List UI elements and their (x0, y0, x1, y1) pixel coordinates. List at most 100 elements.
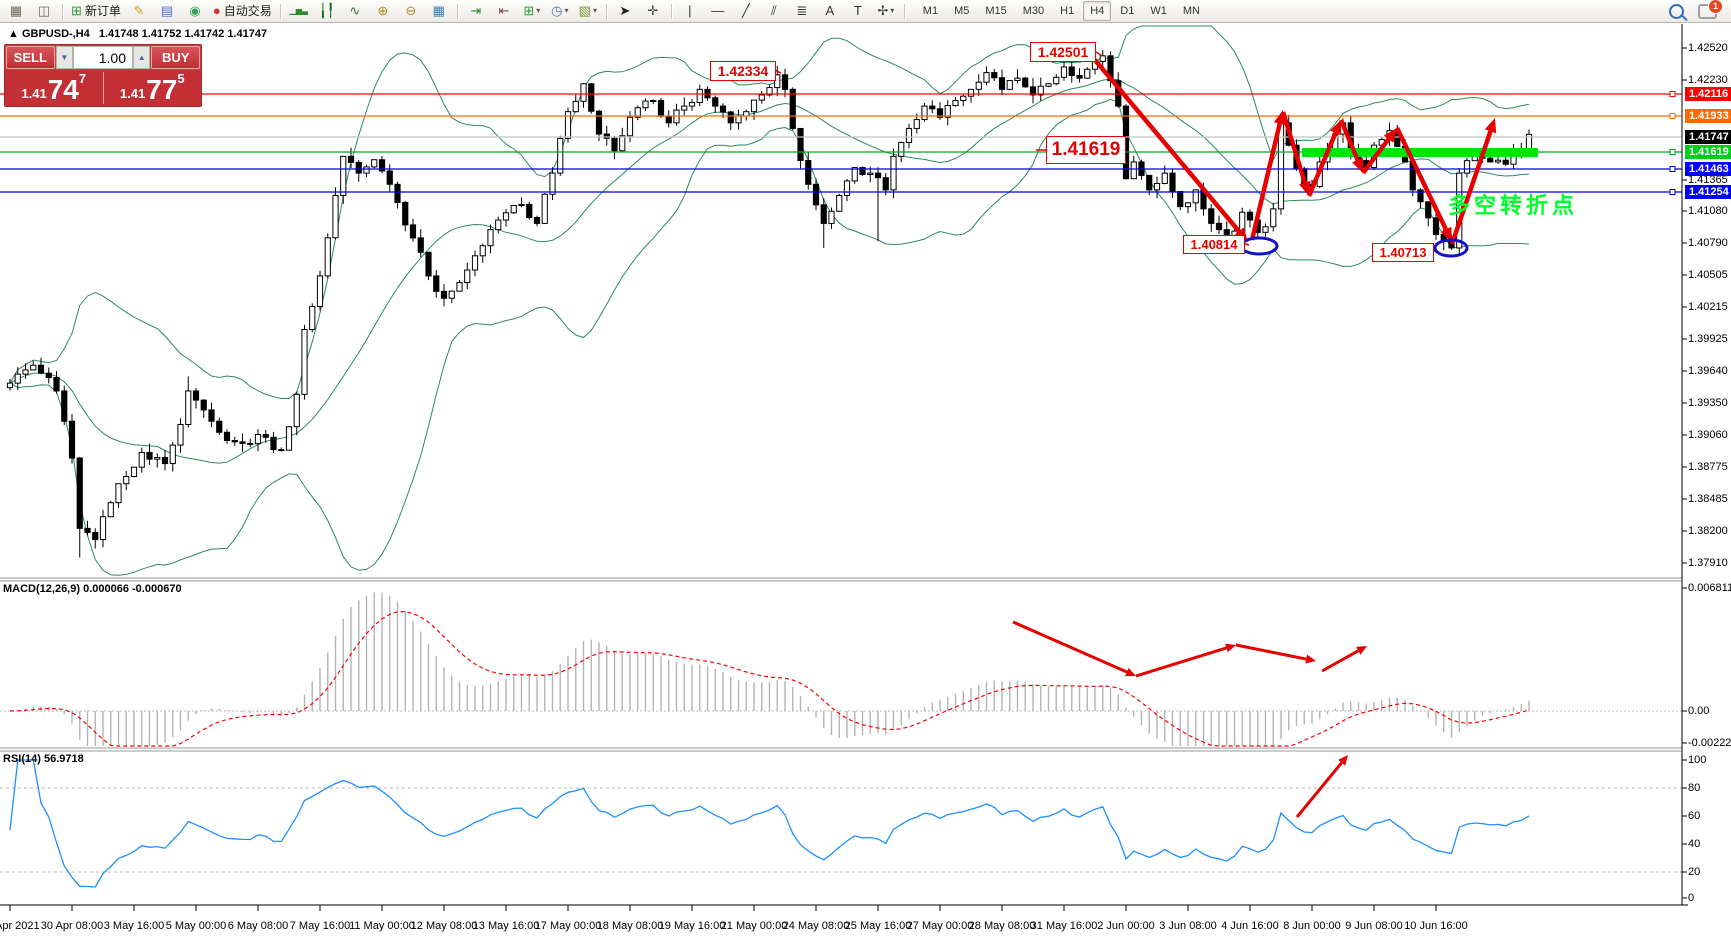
time-axis-label[interactable]: 28 May 08:00 (968, 920, 1036, 932)
timeframe-m30[interactable]: M30 (1022, 5, 1045, 17)
trendline-icon[interactable]: ╱ (733, 0, 759, 22)
timeframe-m15[interactable]: M15 (985, 5, 1007, 17)
time-axis-label[interactable]: 4 Jun 16:00 (1221, 920, 1279, 932)
lot-decrease-button[interactable]: ▼ (55, 46, 73, 69)
notification-badge: 1 (1708, 0, 1723, 14)
timeframe-m5[interactable]: M5 (954, 5, 970, 17)
templates-icon: ▧ (578, 3, 591, 18)
price-axis-label: 1.41365 (1688, 174, 1728, 186)
price-axis-label: 1.39925 (1688, 333, 1728, 345)
candlestick-chart-icon[interactable]: ╽╿ (314, 0, 340, 22)
profiles-icon[interactable]: ◫ (31, 0, 57, 22)
vertical-line-icon[interactable]: | (677, 0, 703, 22)
time-axis-label[interactable]: 6 May 08:00 (227, 920, 289, 932)
time-axis-label[interactable]: 18 May 08:00 (596, 920, 664, 932)
sell-price[interactable]: 1.41 74 7 (21, 71, 87, 105)
timeframe-d1[interactable]: D1 (1120, 5, 1135, 17)
tile-windows-icon[interactable]: ▦ (426, 0, 452, 22)
time-axis-label[interactable]: 5 May 00:00 (165, 920, 227, 932)
bar-chart-icon[interactable]: ▁▅▃ (286, 0, 312, 22)
search-icon[interactable] (1669, 3, 1688, 21)
timeframe-w1[interactable]: W1 (1150, 5, 1167, 17)
lot-size-input[interactable] (73, 46, 133, 69)
time-axis-label[interactable]: 7 May 16:00 (289, 920, 351, 932)
arrows-icon-dropdown[interactable]: ▾ (890, 6, 895, 15)
rsi-indicator-label: RSI(14) 56.9718 (3, 753, 84, 765)
time-axis-label[interactable]: 17 May 00:00 (534, 920, 602, 932)
time-axis-label[interactable]: 30 Apr 08:00 (40, 920, 104, 932)
price-axis-label: 1.40790 (1688, 237, 1728, 249)
zoom-out-icon[interactable]: ⊖ (398, 0, 424, 22)
time-axis-label[interactable]: 8 Jun 00:00 (1283, 920, 1341, 932)
autotrading-icon: ● (212, 3, 221, 18)
price-level-badge: 1.41254 (1685, 185, 1731, 199)
time-axis-label[interactable]: 27 May 00:00 (906, 920, 974, 932)
timeframe-mn[interactable]: MN (1182, 5, 1200, 17)
timeframe-h4[interactable]: H4 (1083, 1, 1112, 21)
equidistant-channel-icon[interactable]: ⫽ (761, 0, 787, 22)
arrows-icon[interactable]: ✢ ▾ (873, 0, 899, 22)
chart-shift-icon[interactable]: ⇤ (491, 0, 517, 22)
crosshair-icon[interactable]: ✛ (640, 0, 666, 22)
indicators-icon[interactable]: ⊞ ▾ (519, 0, 545, 22)
annotation-price-label: 1.40814 (1183, 235, 1245, 254)
periods-icon: ◷ (551, 3, 563, 18)
price-axis-label: 1.39350 (1688, 397, 1728, 409)
templates-icon[interactable]: ▧ ▾ (575, 0, 601, 22)
fibonacci-icon: ≣ (796, 3, 808, 18)
time-axis-label[interactable]: 2 Jun 00:00 (1097, 920, 1155, 932)
templates-icon-dropdown[interactable]: ▾ (592, 6, 597, 15)
crosshair-icon: ✛ (647, 3, 659, 18)
time-axis-label[interactable]: 11 May 00:00 (349, 920, 415, 932)
collapse-arrow-icon[interactable]: ▲ (8, 28, 19, 40)
time-axis-label[interactable]: 21 May 00:00 (720, 920, 788, 932)
annotation-price-label: 1.42334 (710, 61, 776, 81)
horizontal-line-icon[interactable]: — (705, 0, 731, 22)
new-order-icon[interactable]: ⊞ 新订单 (68, 0, 124, 22)
zoom-in-icon: ⊕ (377, 3, 389, 18)
autoscroll-icon[interactable]: ⇥ (463, 0, 489, 22)
text-icon[interactable]: A (817, 0, 843, 22)
notifications-icon[interactable]: 1 (1698, 0, 1723, 19)
chart-symbol-period: GBPUSD-,H4 (21, 28, 90, 40)
buy-price[interactable]: 1.41 77 5 (119, 71, 185, 105)
indicators-icon-dropdown[interactable]: ▾ (536, 6, 541, 15)
time-axis-label[interactable]: 3 Jun 08:00 (1159, 920, 1217, 932)
metaeditor-icon[interactable]: ✎ (126, 0, 152, 22)
line-chart-icon[interactable]: ∿ (342, 0, 368, 22)
metaeditor-icon: ✎ (133, 3, 145, 18)
fibonacci-icon[interactable]: ≣ (789, 0, 815, 22)
time-axis-label[interactable]: 31 May 16:00 (1030, 920, 1098, 932)
periods-icon[interactable]: ◷ ▾ (547, 0, 573, 22)
time-axis-label[interactable]: 13 May 16:00 (472, 920, 540, 932)
strategy-tester-icon[interactable]: ◉ (182, 0, 208, 22)
new-chart-icon[interactable]: ▦ (3, 0, 29, 22)
history-center-icon[interactable]: ▤ (154, 0, 180, 22)
time-axis-label[interactable]: 10 Jun 16:00 (1404, 920, 1468, 932)
cursor-icon[interactable]: ➤ (612, 0, 638, 22)
time-axis-label[interactable]: 25 May 16:00 (844, 920, 912, 932)
timeframe-m1[interactable]: M1 (922, 5, 939, 17)
turning-point-ellipse (1433, 238, 1469, 258)
time-axis-label[interactable]: 29 Apr 2021 (0, 920, 40, 932)
timeframe-h1[interactable]: H1 (1060, 5, 1075, 17)
profiles-icon: ◫ (37, 3, 51, 18)
time-axis-label[interactable]: 12 May 08:00 (410, 920, 478, 932)
toolbar-separator (670, 3, 672, 19)
text-label-icon[interactable]: T (845, 0, 871, 22)
sell-button[interactable]: SELL (6, 46, 55, 69)
time-axis-label[interactable]: 9 Jun 08:00 (1345, 920, 1403, 932)
autotrading-icon[interactable]: ● 自动交易 (210, 0, 275, 22)
periods-icon-dropdown[interactable]: ▾ (564, 6, 569, 15)
zoom-in-icon[interactable]: ⊕ (370, 0, 396, 22)
time-axis-label[interactable]: 24 May 08:00 (782, 920, 850, 932)
time-axis-label[interactable]: 3 May 16:00 (103, 920, 165, 932)
line-chart-icon: ∿ (349, 3, 361, 18)
chart-ohlc-quotes: 1.41748 1.41752 1.41742 1.41747 (98, 28, 268, 40)
buy-button[interactable]: BUY (151, 46, 200, 69)
time-axis-label[interactable]: 19 May 16:00 (658, 920, 726, 932)
history-center-icon: ▤ (160, 3, 174, 18)
lot-increase-button[interactable]: ▲ (133, 46, 151, 69)
rsi-axis-label: 40 (1688, 838, 1701, 850)
